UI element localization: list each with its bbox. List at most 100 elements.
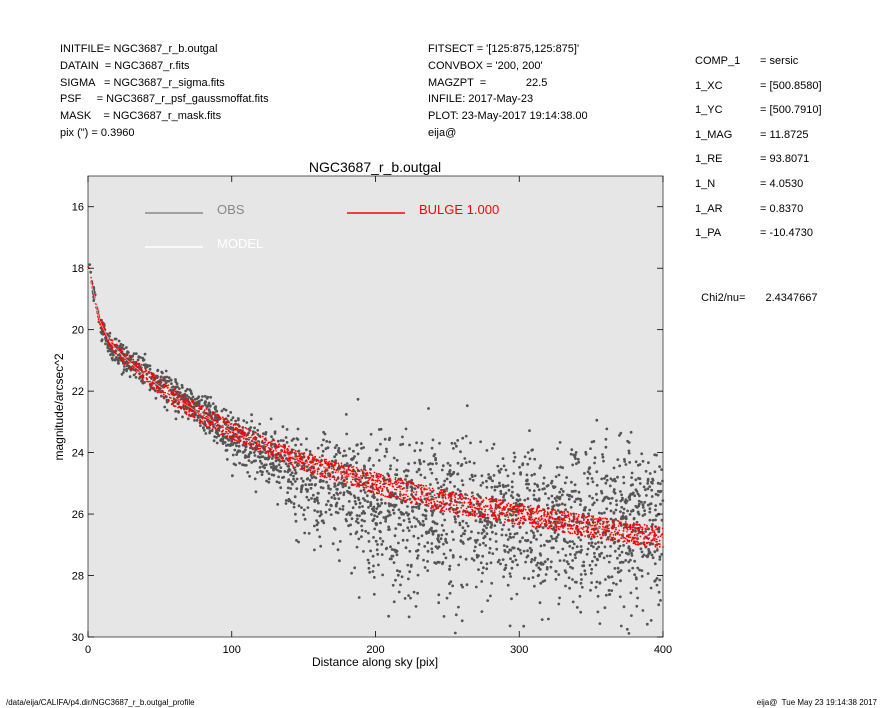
bulge-point xyxy=(275,453,277,455)
obs-point xyxy=(634,460,638,464)
bulge-point xyxy=(188,414,190,417)
obs-point xyxy=(400,501,404,505)
obs-point xyxy=(545,484,549,488)
obs-point xyxy=(111,349,114,353)
bulge-point xyxy=(576,518,578,521)
obs-point xyxy=(556,447,559,450)
obs-point xyxy=(303,517,307,521)
bulge-point xyxy=(597,530,600,533)
obs-point xyxy=(365,494,369,498)
bulge-point xyxy=(532,520,535,522)
obs-point xyxy=(336,483,340,487)
obs-point xyxy=(108,348,112,351)
obs-point xyxy=(498,471,502,474)
bulge-point xyxy=(335,469,338,471)
bulge-point xyxy=(321,463,324,466)
obs-point xyxy=(383,454,387,458)
obs-point xyxy=(576,497,580,501)
bulge-point xyxy=(507,502,510,505)
bulge-point xyxy=(569,527,572,530)
obs-point xyxy=(593,461,596,465)
bulge-point xyxy=(336,467,339,469)
obs-point xyxy=(455,444,458,448)
bulge-point xyxy=(549,512,552,514)
param-value: = -10.4730 xyxy=(757,227,813,240)
obs-point xyxy=(144,363,148,366)
obs-point xyxy=(431,532,435,536)
bulge-point xyxy=(635,527,638,530)
bulge-point xyxy=(604,517,607,520)
bulge-point xyxy=(417,484,420,486)
obs-point xyxy=(579,573,583,576)
param-value: = 4.0530 xyxy=(757,177,804,190)
bulge-point xyxy=(422,484,425,487)
bulge-point xyxy=(629,525,632,528)
bulge-point xyxy=(333,478,336,481)
obs-point xyxy=(509,548,513,552)
obs-point xyxy=(619,579,622,583)
obs-point xyxy=(629,591,633,595)
obs-point xyxy=(351,506,355,510)
bulge-point xyxy=(225,421,228,424)
bulge-point xyxy=(425,501,428,504)
bulge-point xyxy=(476,500,478,503)
header-mid-key: eija@ xyxy=(428,126,457,139)
bulge-point xyxy=(606,518,608,521)
obs-point xyxy=(645,622,649,626)
header-mid-line: FITSECT = '[125:875,125:875]' xyxy=(428,41,588,58)
bulge-point xyxy=(655,528,658,531)
obs-point xyxy=(612,466,616,470)
obs-point xyxy=(597,511,601,515)
obs-point xyxy=(499,521,502,524)
bulge-point xyxy=(558,518,561,521)
bulge-point xyxy=(473,513,476,516)
bulge-point xyxy=(594,532,597,535)
bulge-point xyxy=(546,524,548,526)
obs-point xyxy=(164,381,168,385)
obs-point xyxy=(514,501,518,505)
obs-point xyxy=(512,451,516,455)
obs-point xyxy=(594,542,597,545)
obs-point xyxy=(499,492,503,495)
obs-point xyxy=(246,471,250,474)
bulge-point xyxy=(522,507,525,510)
obs-point xyxy=(174,417,178,421)
obs-point xyxy=(356,517,359,521)
header-mid-value: 2017-May-23 xyxy=(465,93,534,106)
bulge-point xyxy=(214,423,217,425)
obs-point xyxy=(310,483,314,486)
bulge-point xyxy=(272,443,275,445)
bulge-point xyxy=(296,450,299,453)
obs-point xyxy=(586,525,590,529)
bulge-point xyxy=(128,366,131,369)
obs-point xyxy=(453,517,457,521)
bulge-point xyxy=(151,375,154,378)
bulge-point xyxy=(441,507,444,509)
obs-point xyxy=(406,563,410,567)
bulge-point xyxy=(492,512,494,515)
bulge-point xyxy=(486,513,489,516)
header-mid-line: INFILE: 2017-May-23 xyxy=(428,91,588,108)
bulge-point xyxy=(298,464,301,466)
bulge-point xyxy=(461,501,463,504)
obs-point xyxy=(458,501,462,505)
obs-point xyxy=(278,460,282,463)
obs-point xyxy=(410,506,414,509)
obs-point xyxy=(480,580,484,583)
obs-point xyxy=(571,463,575,467)
obs-point xyxy=(89,270,93,274)
obs-point xyxy=(430,547,434,551)
bulge-point xyxy=(340,471,342,473)
obs-point xyxy=(603,477,606,480)
obs-point xyxy=(224,408,228,412)
obs-point xyxy=(526,462,530,466)
obs-point xyxy=(371,519,375,523)
obs-point xyxy=(592,501,596,505)
obs-point xyxy=(395,468,399,472)
bulge-point xyxy=(634,530,637,533)
obs-point xyxy=(253,477,257,481)
obs-point xyxy=(515,498,519,502)
obs-point xyxy=(449,548,452,552)
bulge-point xyxy=(623,540,626,543)
obs-point xyxy=(600,551,603,555)
